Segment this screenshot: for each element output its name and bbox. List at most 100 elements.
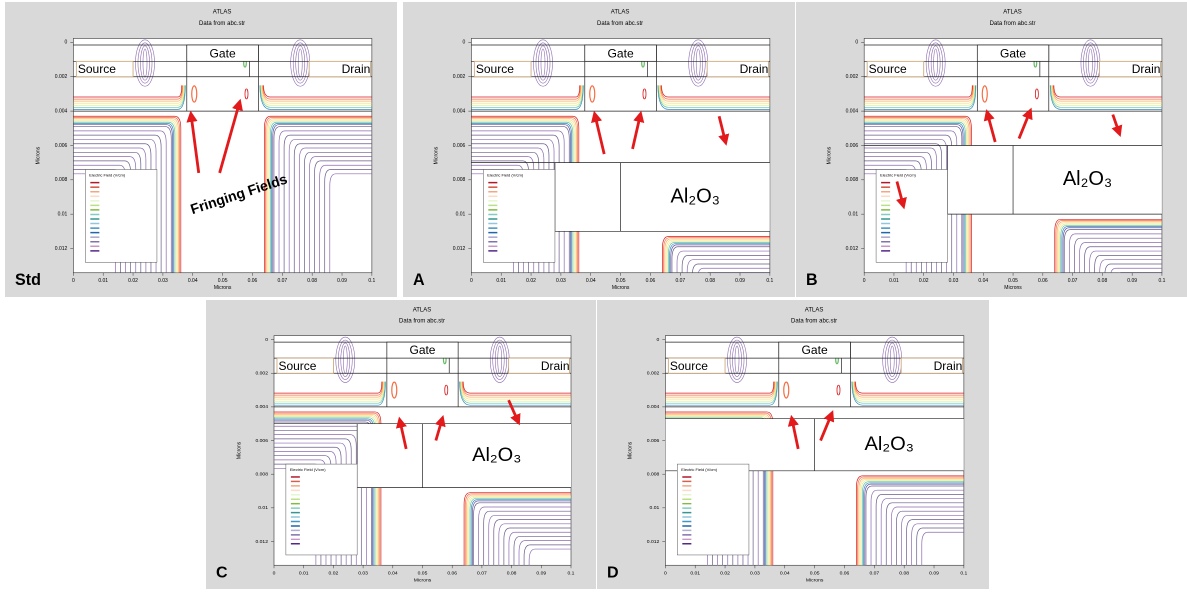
contour-line bbox=[658, 85, 770, 106]
contour-line bbox=[503, 527, 571, 566]
x-tick-label: 0.04 bbox=[388, 570, 398, 576]
legend-title: Electric Field (V/cm) bbox=[880, 173, 916, 178]
contour-line bbox=[492, 339, 508, 380]
y-axis-label: Microns bbox=[36, 146, 42, 164]
contour-line bbox=[858, 477, 964, 566]
arrow bbox=[983, 109, 997, 143]
contour-line bbox=[854, 381, 964, 396]
contour-line bbox=[1051, 85, 1162, 106]
contour-line bbox=[901, 515, 964, 566]
plot-subtitle: Data from abc.str bbox=[791, 318, 837, 324]
arrow bbox=[717, 115, 730, 146]
y-tick-label: 0.008 bbox=[846, 177, 859, 183]
contour-line bbox=[471, 85, 581, 100]
hot-spot bbox=[642, 88, 647, 100]
y-axis-label: Microns bbox=[826, 146, 832, 164]
contour-line bbox=[471, 121, 574, 273]
contour-line bbox=[864, 123, 965, 273]
contour-line bbox=[274, 381, 384, 400]
contour-line bbox=[268, 120, 372, 273]
contour-line bbox=[304, 151, 372, 273]
legend-box bbox=[677, 463, 750, 556]
contour-line bbox=[261, 85, 372, 104]
contour-line bbox=[471, 85, 583, 106]
contour-line bbox=[471, 123, 573, 273]
contour-line bbox=[925, 39, 946, 87]
contour-line bbox=[662, 236, 770, 273]
contour-line bbox=[864, 85, 976, 108]
x-tick-label: 0 bbox=[664, 570, 667, 576]
contour-line bbox=[73, 85, 183, 98]
contour-line bbox=[916, 527, 964, 566]
hot-spot bbox=[783, 381, 790, 399]
contour-line bbox=[471, 85, 584, 110]
panel-label: C bbox=[216, 564, 228, 581]
contour-line bbox=[292, 42, 308, 84]
contour-line bbox=[488, 515, 571, 566]
x-tick-label: 0.01 bbox=[690, 570, 700, 576]
panel: ATLAS Data from abc.str Al₂O₃ Gate Source Dra… bbox=[206, 300, 596, 589]
contour-line bbox=[73, 85, 184, 102]
x-tick-label: 0.09 bbox=[1127, 278, 1137, 284]
panel-label: A bbox=[413, 271, 425, 289]
contour-line bbox=[140, 45, 150, 81]
x-tick-label: 0.01 bbox=[98, 278, 108, 284]
contour-line bbox=[864, 85, 974, 100]
contour-line bbox=[471, 85, 584, 108]
contour-line bbox=[274, 434, 357, 566]
contour-line bbox=[462, 381, 571, 396]
x-tick-label: 0.07 bbox=[1068, 278, 1078, 284]
contour-line bbox=[263, 85, 372, 98]
y-axis-label: Microns bbox=[627, 441, 633, 459]
legend-title: Electric Field (V/cm) bbox=[487, 173, 523, 178]
legend-title: Electric Field (V/cm) bbox=[290, 467, 326, 472]
contour-line bbox=[471, 118, 577, 273]
x-tick-label: 0 bbox=[273, 570, 276, 576]
contour-line bbox=[1049, 85, 1162, 110]
contour-line bbox=[880, 498, 964, 566]
y-tick-label: 0.006 bbox=[453, 143, 466, 149]
contour-line bbox=[1061, 226, 1162, 273]
contour-line bbox=[461, 381, 571, 398]
contour-line bbox=[661, 85, 770, 98]
y-tick-label: 0.002 bbox=[647, 371, 660, 377]
contour-line bbox=[862, 481, 964, 566]
x-tick-label: 0 bbox=[470, 278, 473, 284]
contour-line bbox=[860, 480, 964, 566]
contour-line bbox=[734, 345, 740, 374]
arrow bbox=[218, 98, 243, 174]
contour-line bbox=[1094, 255, 1162, 273]
x-tick-label: 0.02 bbox=[128, 278, 138, 284]
contour-line bbox=[137, 42, 153, 84]
contour-line bbox=[690, 42, 706, 84]
contour-line bbox=[1074, 237, 1162, 273]
y-tick-label: 0.01 bbox=[848, 211, 858, 217]
contour-line bbox=[1051, 85, 1162, 104]
y-axis-label: Microns bbox=[434, 146, 440, 164]
contour-line bbox=[468, 497, 571, 566]
contour-line bbox=[864, 156, 927, 273]
contour-line bbox=[1104, 263, 1162, 273]
contour-line bbox=[274, 438, 352, 566]
y-tick-label: 0.004 bbox=[647, 404, 660, 410]
x-tick-label: 0.04 bbox=[586, 278, 596, 284]
hot-spot bbox=[589, 85, 596, 103]
y-tick-label: 0.006 bbox=[647, 438, 660, 444]
x-tick-label: 0.06 bbox=[646, 278, 656, 284]
x-tick-label: 0.03 bbox=[750, 570, 760, 576]
contour-line bbox=[73, 134, 162, 273]
contour-line bbox=[518, 540, 571, 566]
contour-line bbox=[665, 381, 775, 394]
contour-line bbox=[695, 48, 701, 78]
source-box bbox=[866, 60, 925, 78]
contour-line bbox=[663, 237, 770, 273]
x-axis-label: Microns bbox=[214, 285, 232, 291]
contour-line bbox=[885, 502, 964, 566]
hot-spot bbox=[836, 384, 841, 396]
contour-line bbox=[1052, 85, 1162, 102]
contour-line bbox=[930, 45, 941, 81]
contour-line bbox=[472, 500, 571, 566]
contour-line bbox=[471, 119, 576, 273]
contour-line bbox=[471, 156, 535, 273]
y-tick-label: 0.012 bbox=[453, 246, 466, 252]
